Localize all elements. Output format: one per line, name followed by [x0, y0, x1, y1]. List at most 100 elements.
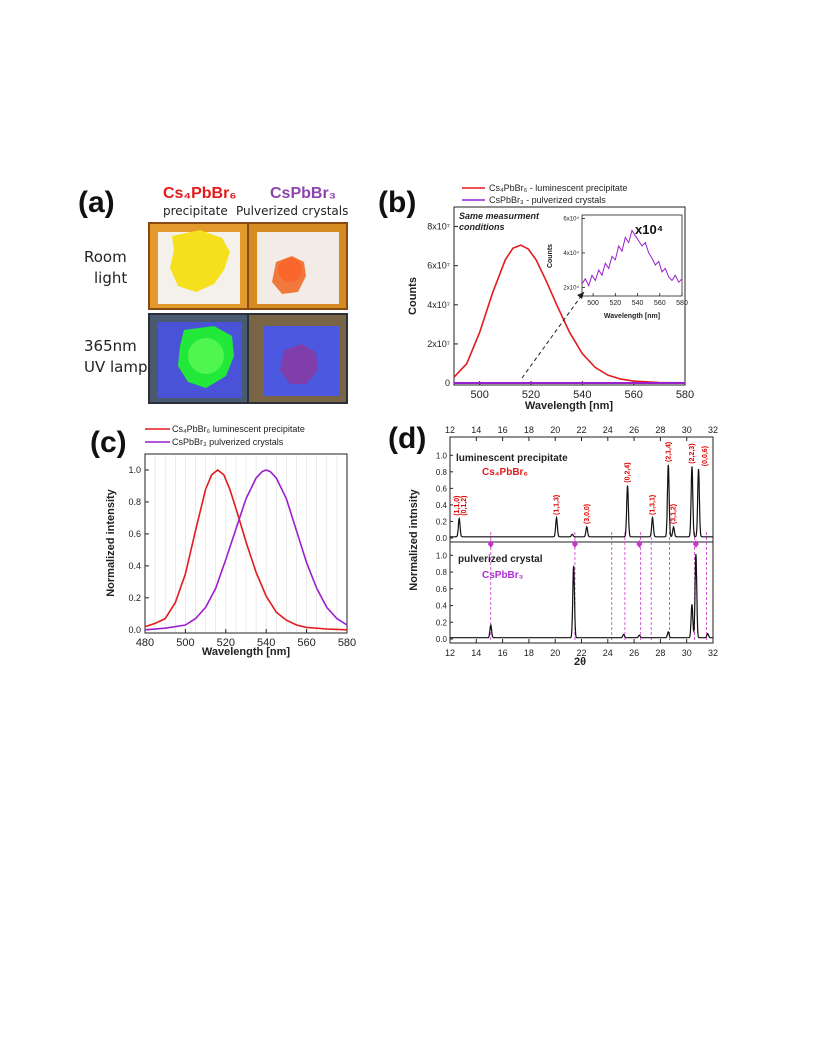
panel-b-legend-1: Cs₄PbBr₆ - luminescent precipitate: [489, 183, 627, 193]
panel-c-xtick-label: 500: [176, 637, 194, 649]
panel-d-ytick-label: 0.0: [436, 534, 448, 543]
panel-b-xlabel: Wavelength [nm]: [525, 400, 614, 412]
panel-d-ytick-label: 0.8: [436, 468, 448, 477]
panel-d-reference-marker: [487, 540, 494, 548]
room-light-photo: [148, 222, 348, 310]
panel-c-xtick-label: 580: [338, 637, 356, 649]
panel-a-row1-line2: light: [94, 269, 127, 287]
panel-c-xtick-label: 520: [217, 637, 235, 649]
panel-d-xtick-label-bottom: 22: [576, 648, 586, 658]
panel-d-top-formula: Cs₄PbBr₆: [482, 467, 528, 478]
panel-b: (b) Cs₄PbBr₆ - luminescent precipitate C…: [378, 183, 694, 412]
panel-c-xlabel: Wavelength [nm]: [202, 646, 291, 658]
panel-c-xtick-label: 480: [136, 637, 154, 649]
panel-c-ytick-label: 0.8: [128, 497, 141, 507]
panel-d-hkl-label: (0,1,2): [461, 496, 468, 516]
panel-b-inset-ytick-label: 2x10⁴: [563, 284, 579, 291]
panel-b-xtick-label: 520: [522, 389, 540, 401]
panel-d-ytick-label: 1.0: [436, 451, 448, 460]
panel-b-inset-frame: [581, 214, 683, 297]
panel-c-ytick-label: 0.2: [128, 593, 141, 603]
panel-b-xtick-label: 540: [573, 389, 591, 401]
panel-b-ytick-label: 0: [445, 378, 450, 388]
panel-d-ytick-label: 0.2: [436, 618, 448, 627]
panel-d-ytick-label: 0.8: [436, 568, 448, 577]
panel-d-hkl-label: (1,1,3): [554, 495, 561, 515]
panel-c-xtick-label: 540: [257, 637, 275, 649]
panel-b-xtick-label: 580: [676, 389, 694, 401]
panel-a-col1-formula: Cs₄PbBr₆: [163, 185, 237, 202]
panel-d-reference-marker: [692, 540, 699, 548]
panel-d-xtick-label-bottom: 16: [498, 648, 508, 658]
panel-b-ticks: 500 520 540 560 580 0 2x10⁷ 4x10⁷ 6x10⁷ 8x10⁷: [427, 222, 694, 401]
panel-b-ytick-label: 6x10⁷: [427, 261, 450, 271]
panel-a: (a) Cs₄PbBr₆ precipitate CsPbBr₃ Pulveri…: [78, 185, 348, 404]
panel-a-row2-line2: UV lamp: [84, 358, 148, 376]
panel-c-grid: [154, 455, 338, 632]
panel-d-xtick-label-bottom: 26: [629, 648, 639, 658]
panel-d-xtick-label-bottom: 30: [682, 648, 692, 658]
panel-c-xtick-label: 560: [297, 637, 315, 649]
panel-b-legend-2: CsPbBr₃ - pulverized crystals: [489, 195, 606, 205]
panel-d-ylabel: Normalized intnsity: [408, 488, 420, 590]
panel-b-xtick-label: 560: [624, 389, 642, 401]
panel-b-note-line1: Same measurment: [459, 211, 540, 221]
panel-d-xtick-label-bottom: 28: [655, 648, 665, 658]
panel-d-ytick-label: 0.4: [436, 602, 448, 611]
panel-c-legend-2: CsPbBr₃ pulverized crystals: [172, 437, 284, 447]
panel-d-xtick-label-top: 12: [445, 425, 455, 435]
panel-d-hkl-label: (2,1,4): [665, 442, 672, 462]
panel-d-letter: (d): [388, 422, 426, 455]
panel-d-ytick-label: 0.6: [436, 484, 448, 493]
panel-d-top-label: luminescent precipitate: [456, 453, 568, 464]
panel-d-hkl-label: (0,2,4): [625, 462, 632, 482]
panel-b-arrow: [521, 291, 585, 379]
panel-c: (c) Cs₄PbBr₆ luminescent precipitate CsP…: [90, 424, 356, 658]
panel-b-ytick-label: 2x10⁷: [427, 339, 450, 349]
panel-b-inset-xtick-label: 540: [632, 300, 644, 307]
panel-a-letter: (a): [78, 186, 115, 219]
panel-d-ticks: 12 12 14 14 16 16 18 18 20 20 22 22 24 24 26 26 28 28 30 30…: [436, 425, 718, 658]
panel-d-xtick-label-bottom: 14: [471, 648, 481, 658]
panel-d-xtick-label-top: 20: [550, 425, 560, 435]
panel-b-inset-ylabel: Counts: [547, 244, 554, 268]
panel-b-ytick-label: 4x10⁷: [427, 300, 450, 310]
panel-d: (d) 12 12 14 14 16 16 18 18 20 20 22 22 24 24 26 26 28 28…: [388, 422, 718, 668]
panel-c-ylabel: Normalized intensity: [105, 488, 117, 596]
panel-b-inset-ytick-label: 6x10⁴: [563, 215, 579, 222]
panel-c-ytick-label: 1.0: [128, 465, 141, 475]
panel-d-xtick-label-top: 16: [498, 425, 508, 435]
panel-b-inset-xtick-label: 580: [676, 300, 688, 307]
panel-d-xtick-label-top: 26: [629, 425, 639, 435]
panel-b-inset-xtick-label: 520: [609, 300, 621, 307]
panel-a-col1-sub: precipitate: [163, 204, 228, 218]
panel-b-series-line-1: [453, 244, 686, 384]
panel-b-xtick-label: 500: [470, 389, 488, 401]
panel-b-inset-line: [581, 229, 683, 288]
panel-a-row1-line1: Room: [84, 248, 127, 266]
panel-c-ytick-label: 0.0: [128, 625, 141, 635]
panel-b-ylabel: Counts: [407, 277, 419, 315]
panel-d-ytick-label: 0.4: [436, 501, 448, 510]
panel-c-ticks: 480 500 520 540 560 580 0.0 0.2 0.4 0.6 0.8 1.0: [128, 465, 356, 649]
panel-d-series-line-2: [450, 554, 713, 639]
panel-c-letter: (c): [90, 426, 127, 459]
panel-d-ytick-label: 0.6: [436, 585, 448, 594]
panel-b-inset-factor: x10⁴: [635, 222, 663, 237]
panel-b-legend: Cs₄PbBr₆ - luminescent precipitate CsPbB…: [462, 183, 627, 205]
panel-c-ytick-label: 0.4: [128, 561, 141, 571]
panel-d-xtick-label-top: 30: [682, 425, 692, 435]
panel-d-xtick-label-bottom: 12: [445, 648, 455, 658]
panel-c-series: [144, 468, 348, 631]
panel-d-xtick-label-top: 22: [576, 425, 586, 435]
panel-d-xtick-label-top: 28: [655, 425, 665, 435]
panel-d-xtick-label-bottom: 24: [603, 648, 613, 658]
panel-d-hkl-label: (2,2,3): [689, 443, 696, 463]
panel-c-series-line-1: [144, 468, 348, 631]
panel-d-hkl-label: (0,0,6): [702, 446, 709, 466]
panel-d-reference-marker: [636, 540, 643, 548]
panel-d-bottom-formula: CsPbBr₃: [482, 570, 524, 581]
panel-d-series: [450, 464, 713, 639]
panel-d-xtick-label-top: 14: [471, 425, 481, 435]
